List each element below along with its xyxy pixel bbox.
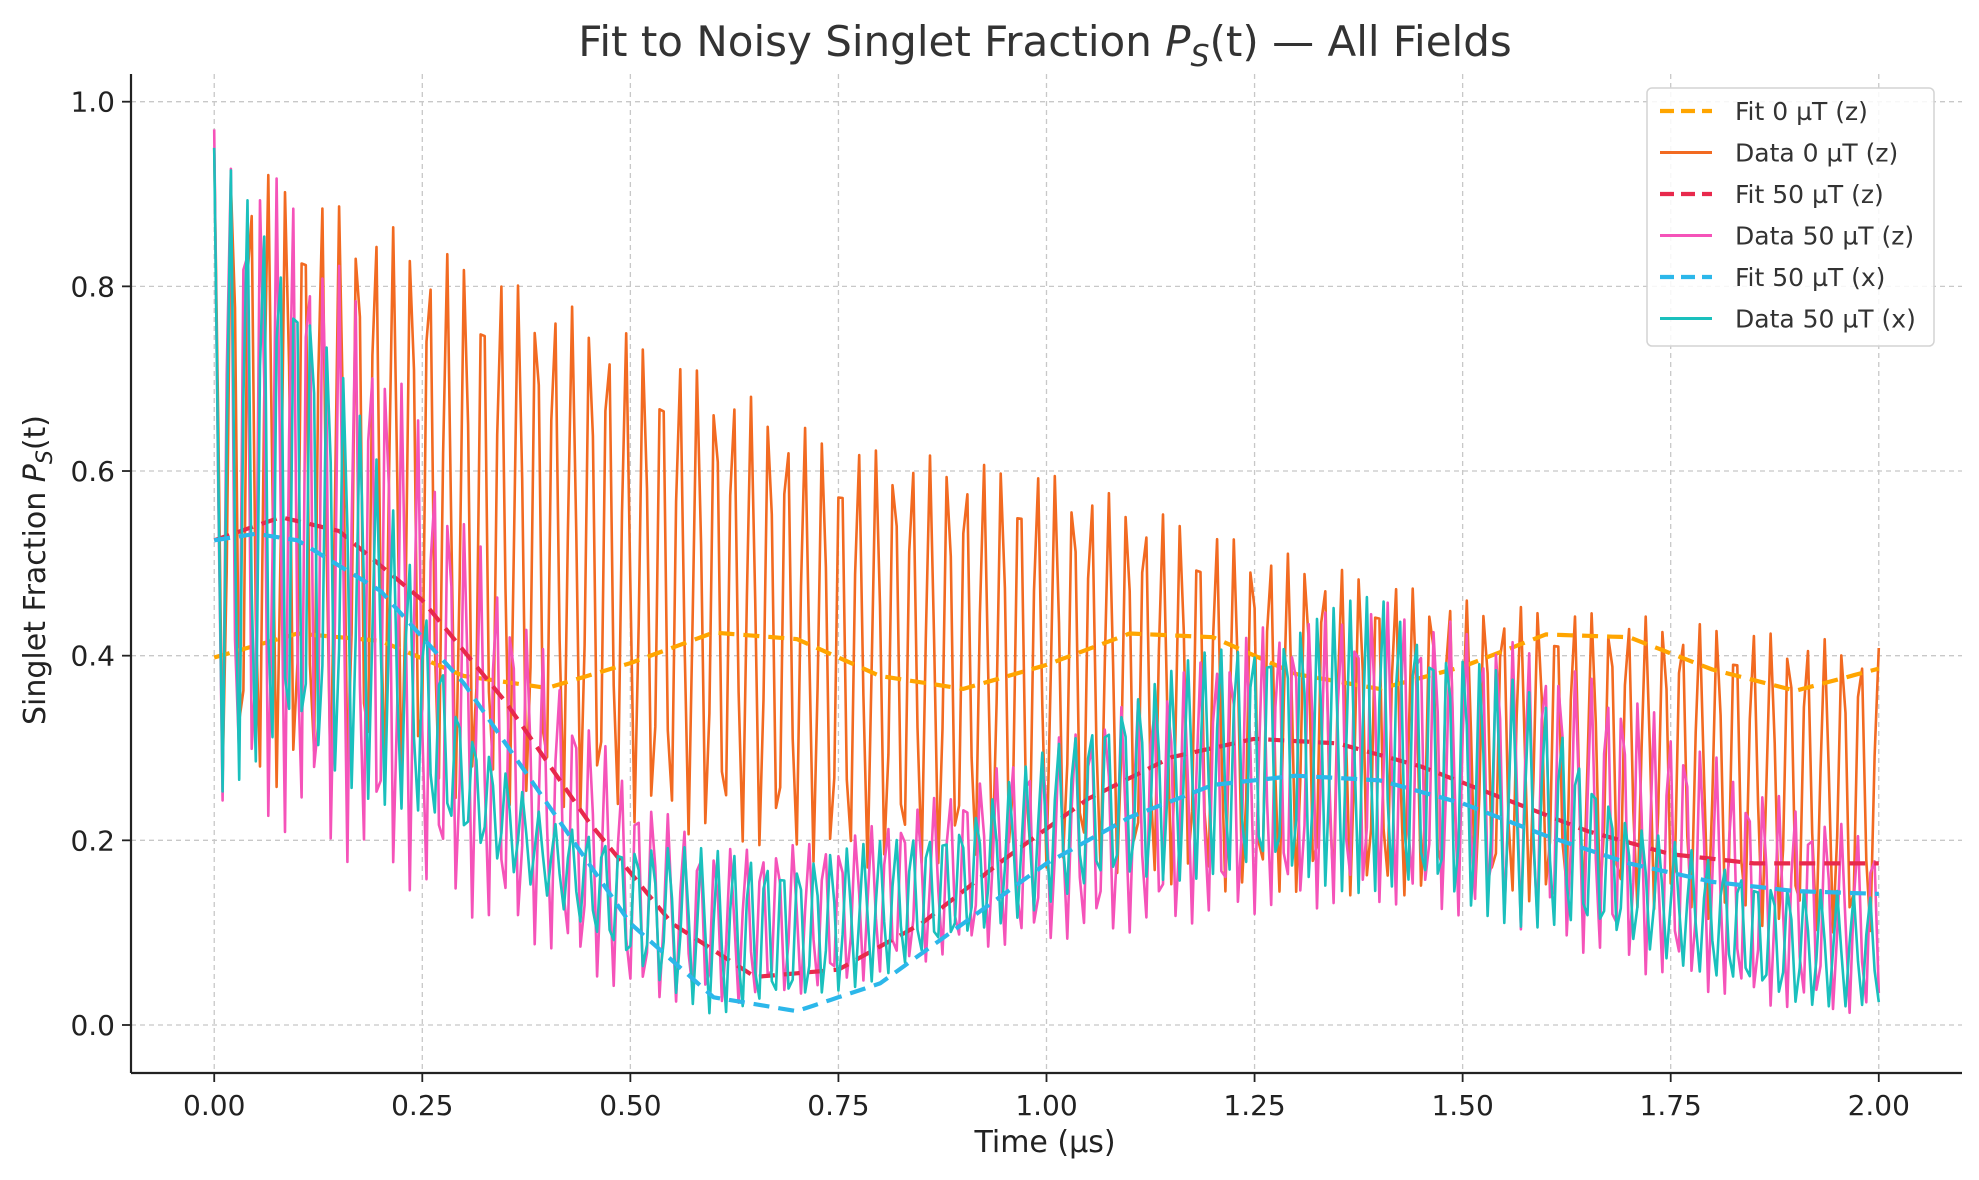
legend-label: Data 0 µT (z) [1735, 139, 1898, 168]
y-tick-label: 0.4 [70, 640, 115, 673]
series-line-data-50-t-z [212, 129, 1881, 1015]
y-tick-label: 0.0 [70, 1009, 115, 1042]
y-tick-label: 1.0 [70, 86, 115, 119]
x-tick-label: 1.25 [1223, 1089, 1285, 1122]
y-axis-label: Singlet Fraction PS(t) [18, 415, 58, 725]
x-tick-label: 0.00 [183, 1089, 245, 1122]
y-tick-label: 0.8 [70, 270, 115, 303]
x-tick-label: 0.50 [599, 1089, 661, 1122]
x-axis-label: Time (µs) [973, 1125, 1115, 1160]
legend-label: Fit 50 µT (z) [1735, 180, 1884, 209]
legend-label: Data 50 µT (x) [1735, 305, 1916, 334]
chart-title: Fit to Noisy Singlet Fraction PS(t) — Al… [578, 17, 1512, 74]
series-line-data-50-t-x [212, 147, 1881, 1015]
x-tick-label: 1.00 [1015, 1089, 1077, 1122]
y-tick-label: 0.2 [70, 824, 115, 857]
series-line-fit-50-t-x [213, 531, 1879, 1014]
legend-label: Data 50 µT (z) [1735, 222, 1914, 251]
ticks: 0.00 0.25 0.50 0.75 1.00 1.25 1.50 1.75 2.00 0.0 0… [70, 86, 1909, 1122]
legend-box [1646, 87, 1935, 347]
plot-area [212, 129, 1881, 1015]
x-tick-label: 0.25 [391, 1089, 453, 1122]
legend: Fit 0 µT (z) Data 0 µT (z) Fit 50 µT (z) Da… [1646, 87, 1935, 347]
legend-label: Fit 0 µT (z) [1735, 97, 1868, 126]
x-tick-label: 1.75 [1640, 1089, 1702, 1122]
x-tick-label: 2.00 [1848, 1089, 1910, 1122]
x-tick-label: 0.75 [807, 1089, 869, 1122]
x-tick-label: 1.50 [1431, 1089, 1493, 1122]
y-tick-label: 0.6 [70, 455, 115, 488]
legend-label: Fit 50 µT (x) [1735, 263, 1885, 292]
